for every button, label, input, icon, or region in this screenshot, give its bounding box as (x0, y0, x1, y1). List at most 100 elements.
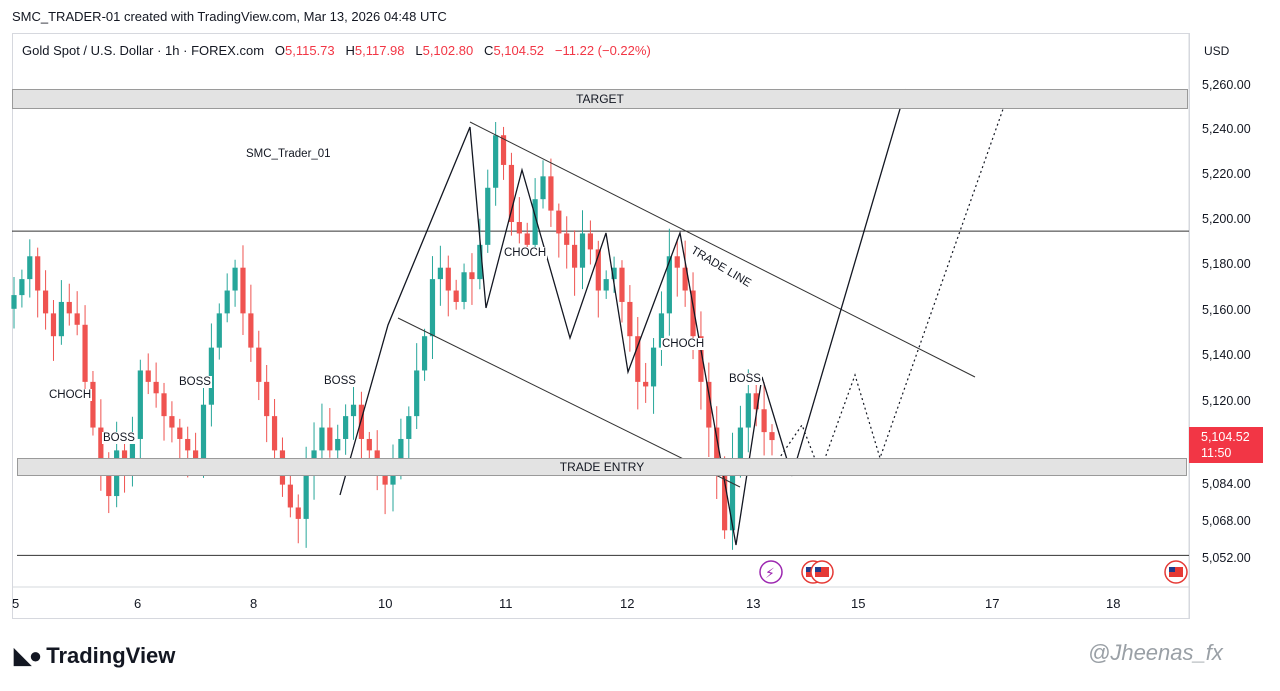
candle-body (82, 324, 88, 382)
trade-entry-label: TRADE ENTRY (559, 460, 645, 474)
open-label: O (274, 43, 285, 58)
y-tick: 5,160.00 (1202, 303, 1251, 317)
y-tick: 5,200.00 (1202, 212, 1251, 226)
candle-body (714, 427, 720, 474)
candle-body (445, 267, 451, 291)
candle-body (216, 313, 222, 348)
x-tick: 8 (250, 596, 258, 611)
candle-body (453, 290, 459, 302)
tradingview-brand[interactable]: ◣● TradingView (14, 643, 175, 669)
flag-stripes (1169, 567, 1183, 577)
candle-body (469, 272, 475, 280)
candle-body (264, 381, 270, 417)
last-price-tag: 5,104.52 11:50 (1189, 427, 1263, 463)
candle-body (224, 290, 230, 314)
candle-body (74, 313, 80, 325)
candle-body (485, 187, 491, 245)
tradingview-logo-icon: ◣● (14, 643, 42, 668)
candle-body (650, 347, 657, 387)
candle-body (603, 279, 609, 291)
flag-stripes (815, 567, 829, 577)
candle-body (366, 438, 372, 451)
candle-body (414, 370, 420, 417)
candle-body (161, 393, 167, 417)
flag-canton (1169, 567, 1175, 572)
x-tick: 10 (378, 596, 393, 611)
candle-body (508, 164, 515, 223)
candle-body (35, 256, 41, 291)
candle-body (564, 233, 570, 245)
candle-body (753, 393, 759, 410)
candle-body (193, 450, 199, 462)
choch-label: CHOCH (661, 338, 706, 350)
candle-body (587, 233, 593, 250)
close-value: 5,104.52 (493, 43, 545, 58)
candle-body (540, 176, 546, 200)
projection-arrow-solid (791, 91, 906, 477)
candle-body (516, 222, 522, 234)
candle-body (185, 438, 191, 451)
y-tick: 5,240.00 (1202, 122, 1251, 136)
candle-body (548, 176, 554, 211)
candle-body (343, 416, 349, 439)
candle-body (737, 427, 744, 462)
candle-body (556, 210, 562, 234)
candle-body (532, 199, 538, 245)
candle-body (319, 427, 325, 451)
currency-unit[interactable]: USD (1204, 44, 1230, 58)
flag-canton (806, 567, 812, 572)
candle-body (256, 347, 262, 382)
candle-body (769, 432, 775, 441)
candle-body (595, 249, 601, 291)
candle-body (706, 381, 712, 428)
choch-label: CHOCH (503, 247, 548, 259)
candle-body (745, 393, 751, 428)
candle-body (295, 507, 301, 519)
candle-body (177, 427, 183, 439)
target-zone[interactable]: TARGET (12, 89, 1188, 109)
candle-body (232, 267, 238, 291)
x-tick: 18 (1106, 596, 1121, 611)
y-tick: 5,260.00 (1202, 78, 1251, 92)
y-tick: 5,140.00 (1202, 348, 1251, 362)
target-label: TARGET (576, 92, 624, 106)
candle-body (406, 416, 412, 439)
high-label: H (345, 43, 355, 58)
low-value: 5,102.80 (422, 43, 474, 58)
open-value: 5,115.73 (285, 43, 335, 58)
trade-entry-zone[interactable]: TRADE ENTRY (17, 458, 1187, 476)
candle-body (66, 301, 72, 314)
lightning-event-icon (759, 560, 783, 584)
candle-body (761, 409, 767, 433)
candle-body (27, 256, 33, 280)
symbol-name[interactable]: Gold Spot / U.S. Dollar · 1h · FOREX.com (22, 43, 265, 58)
close-label: C (484, 43, 494, 58)
candle-body (129, 438, 136, 474)
candle-body (682, 267, 688, 291)
last-price: 5,104.52 (1201, 430, 1250, 444)
choch-label: CHOCH (48, 389, 93, 401)
candle-body (137, 370, 143, 439)
boss-label: BOSS (178, 376, 212, 388)
chart-header: SMC_TRADER-01 created with TradingView.c… (12, 9, 447, 24)
candle-body (429, 279, 436, 337)
brand-name: TradingView (46, 643, 176, 668)
boss-label: BOSS (728, 373, 762, 385)
candle-body (461, 272, 467, 302)
y-tick: 5,220.00 (1202, 167, 1251, 181)
candle-body (11, 295, 17, 309)
candle-body (50, 313, 57, 337)
x-tick: 5 (12, 596, 20, 611)
x-tick: 17 (985, 596, 1000, 611)
candle-body (398, 438, 404, 462)
candle-body (248, 313, 254, 348)
candle-body (42, 290, 49, 314)
boss-label: BOSS (323, 375, 357, 387)
candle-body (58, 301, 64, 337)
candle-body (98, 427, 104, 462)
candle-body (90, 381, 96, 428)
lightning-glyph: ⚡ (765, 566, 775, 582)
candle-body (698, 336, 704, 382)
symbol-legend: Gold Spot / U.S. Dollar · 1h · FOREX.com… (22, 43, 651, 58)
